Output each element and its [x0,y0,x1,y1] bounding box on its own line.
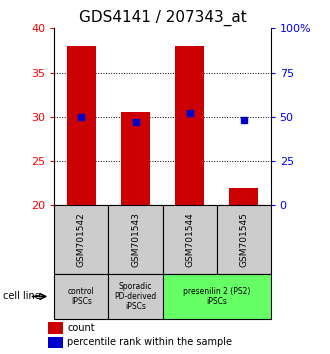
Text: Sporadic
PD-derived
iPSCs: Sporadic PD-derived iPSCs [115,281,157,312]
Text: cell line: cell line [3,291,41,302]
Text: count: count [68,323,95,333]
Bar [48,337,63,348]
Text: GSM701544: GSM701544 [185,212,194,267]
Bar [121,113,150,205]
Bar [163,274,271,319]
Bar [109,274,163,319]
Text: GSM701545: GSM701545 [239,212,248,267]
Bar [175,46,204,205]
Title: GDS4141 / 207343_at: GDS4141 / 207343_at [79,9,247,25]
Bar [54,205,109,274]
Bar [109,205,163,274]
Bar [54,274,109,319]
Text: GSM701542: GSM701542 [77,212,86,267]
Bar [48,322,63,334]
Text: presenilin 2 (PS2)
iPSCs: presenilin 2 (PS2) iPSCs [183,287,250,306]
Bar [229,188,258,205]
Text: control
IPSCs: control IPSCs [68,287,95,306]
Text: percentile rank within the sample: percentile rank within the sample [68,337,232,347]
Bar [216,205,271,274]
Bar [163,205,216,274]
Text: GSM701543: GSM701543 [131,212,140,267]
Bar [67,46,96,205]
